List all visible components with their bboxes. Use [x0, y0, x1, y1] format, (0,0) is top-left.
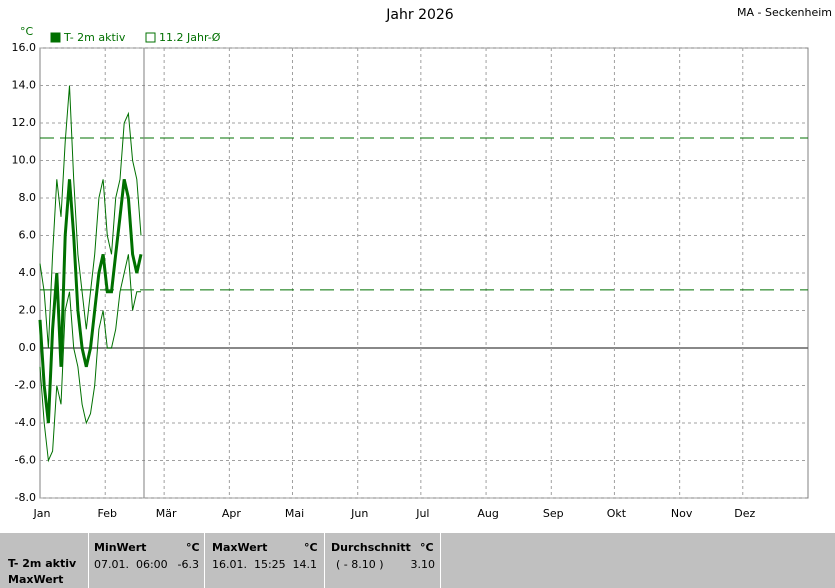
- chart: Jahr 2026 MA - Seckenheim °C -8.0 -6.0 -4.…: [12, 6, 833, 520]
- legend-label: 11.2 Jahr-Ø: [159, 31, 221, 44]
- x-tick-label: Jun: [350, 507, 368, 520]
- header: MaxWert: [212, 541, 268, 554]
- y-tick-label: -4.0: [15, 416, 36, 429]
- y-tick-label: 2.0: [19, 304, 37, 317]
- cell: 16.01. 15:25: [212, 558, 286, 571]
- chart-title: Jahr 2026: [385, 7, 454, 23]
- legend-swatch: [145, 32, 156, 43]
- footer-table: T- 2m aktiv MaxWert MinWert °C MaxWert °…: [0, 533, 835, 588]
- y-tick-label: -2.0: [15, 379, 36, 392]
- y-tick-label: 12.0: [12, 116, 37, 129]
- y-tick-label: -6.0: [15, 454, 36, 467]
- x-tick-label: Mai: [285, 507, 304, 520]
- y-unit: °C: [20, 25, 34, 38]
- legend-swatch: [50, 32, 61, 43]
- y-tick-label: 6.0: [19, 229, 37, 242]
- high-line: [39, 85, 142, 349]
- y-tick-label: 10.0: [12, 154, 37, 167]
- header: °C: [420, 541, 434, 554]
- row-label: T- 2m aktiv: [8, 557, 77, 570]
- section: [205, 533, 325, 588]
- section: [88, 533, 205, 588]
- x-tick-label: Dez: [734, 507, 755, 520]
- y-tick-label: 8.0: [19, 191, 37, 204]
- x-tick-label: Okt: [607, 507, 627, 520]
- header: °C: [186, 541, 200, 554]
- cell: 14.1: [292, 558, 318, 571]
- station: MA - Seckenheim: [737, 6, 832, 19]
- x-tick-label: Mär: [156, 507, 177, 520]
- header: Durchschnitt: [331, 541, 411, 554]
- cell: 07.01. 06:00: [94, 558, 168, 571]
- header: °C: [304, 541, 318, 554]
- low-line: [39, 254, 141, 463]
- cell: ( - 8.10 ): [336, 558, 384, 571]
- x-tick-label: Sep: [543, 507, 564, 520]
- x-tick-label: Aug: [477, 507, 498, 520]
- section: [325, 533, 441, 588]
- x-tick-label: Jan: [33, 507, 51, 520]
- y-tick-label: -8.0: [15, 491, 36, 504]
- y-tick-label: 4.0: [19, 266, 37, 279]
- section: [0, 533, 89, 588]
- header: MinWert: [94, 541, 147, 554]
- legend-label: T- 2m aktiv: [63, 31, 126, 44]
- cell: 3.10: [410, 558, 436, 571]
- x-tick-label: Apr: [222, 507, 242, 520]
- row-label: MaxWert: [8, 573, 64, 586]
- cell: -6.3: [177, 558, 199, 571]
- x-tick-label: Feb: [97, 507, 116, 520]
- line: [38, 178, 143, 424]
- y-tick-label: 14.0: [12, 79, 37, 92]
- y-tick-label: 16.0: [12, 41, 37, 54]
- y-tick-label: 0.0: [19, 341, 37, 354]
- x-tick-label: Jul: [415, 507, 429, 520]
- x-tick-label: Nov: [671, 507, 693, 520]
